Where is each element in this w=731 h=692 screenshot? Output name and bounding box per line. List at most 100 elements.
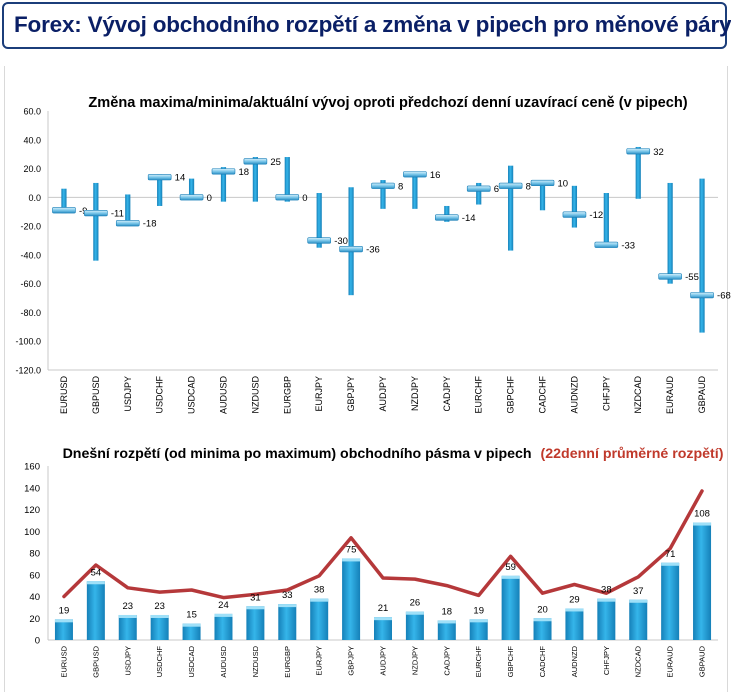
y-tick-label: 140: [24, 483, 40, 494]
y-tick-label: 0: [35, 636, 40, 647]
bar: [86, 581, 105, 640]
y-tick-label: 20: [29, 614, 40, 625]
y-tick-label: 100: [24, 527, 40, 538]
current-marker: [371, 182, 395, 189]
bar: [597, 598, 616, 640]
bar: [182, 623, 201, 640]
x-tick-label: USDJPY: [123, 376, 133, 412]
value-label: -18: [143, 219, 157, 230]
x-tick-label: NZDCAD: [634, 645, 643, 677]
bar-top-highlight: [246, 606, 265, 610]
chart-panel: [4, 66, 728, 692]
x-tick-label: USDCAD: [187, 376, 197, 415]
y-tick-label: 20.0: [23, 164, 41, 174]
current-marker: [84, 210, 108, 217]
current-marker: [690, 292, 714, 299]
x-tick-label: GBPAUD: [697, 376, 707, 414]
bar: [246, 606, 265, 640]
value-label: 26: [410, 598, 421, 609]
range-bar: [188, 178, 195, 199]
x-tick-label: CHFJPY: [602, 646, 611, 675]
value-label: 37: [633, 586, 644, 597]
x-tick-label: EURGBP: [282, 376, 292, 414]
value-label: 8: [398, 181, 403, 192]
y-tick-label: -60.0: [20, 279, 41, 289]
value-label: 21: [378, 603, 389, 614]
title-box: Forex: Vývoj obchodního rozpětí a změna …: [2, 2, 731, 49]
x-tick-label: AUDUSD: [218, 376, 228, 415]
current-marker: [339, 246, 363, 253]
current-marker: [52, 207, 76, 214]
bar-chart-title-line: Dnešní rozpětí (od minima po maximum) ob…: [63, 446, 724, 462]
value-label: 108: [694, 509, 710, 520]
y-tick-label: -20.0: [20, 222, 41, 232]
bar: [565, 608, 584, 640]
bar-top-highlight: [661, 562, 680, 566]
current-marker: [307, 237, 331, 244]
current-marker: [179, 194, 204, 201]
value-label: -14: [462, 213, 476, 224]
x-tick-label: USDCHF: [155, 375, 165, 413]
range-bar: [157, 174, 163, 206]
y-tick-label: -80.0: [20, 308, 41, 318]
average-range-line: [62, 489, 704, 600]
x-tick-label: EURCHF: [474, 375, 484, 413]
x-tick-label: EURUSD: [59, 376, 69, 415]
current-marker: [466, 185, 491, 192]
x-tick-label: AUDUSD: [219, 645, 228, 677]
bar: [501, 575, 520, 640]
x-tick-label: NZDUSD: [250, 376, 260, 414]
x-tick-label: AUDNZD: [570, 645, 579, 677]
current-marker: [658, 273, 682, 280]
value-label: -12: [589, 210, 603, 221]
x-tick-label: USDCAD: [187, 645, 196, 677]
value-label: 8: [526, 181, 531, 192]
x-tick-label: GBPAUD: [698, 645, 707, 677]
range-bar: [476, 182, 482, 205]
value-label: 32: [653, 147, 664, 158]
bar: [118, 614, 137, 640]
bar: [214, 613, 233, 640]
range-bar: [252, 157, 258, 202]
value-label: 59: [505, 562, 516, 573]
range-bar: [284, 157, 290, 202]
value-label: -11: [111, 209, 124, 220]
x-tick-label: AUDJPY: [378, 376, 388, 412]
value-label: 0: [302, 193, 307, 204]
value-label: -68: [717, 291, 731, 302]
current-marker: [562, 211, 587, 218]
x-tick-label: CADJPY: [442, 376, 452, 412]
x-tick-label: NZDJPY: [410, 646, 419, 675]
x-tick-label: NZDUSD: [251, 645, 260, 677]
bar-top-highlight: [597, 598, 616, 602]
value-label: 10: [558, 178, 569, 189]
range-bar: [316, 193, 322, 248]
bar: [469, 619, 488, 640]
current-marker: [403, 171, 427, 178]
value-label: 33: [282, 590, 293, 601]
value-label: -30: [334, 236, 348, 247]
x-tick-label: GBPUSD: [91, 645, 100, 677]
value-label: 54: [91, 567, 102, 578]
bar-chart-title: Dnešní rozpětí (od minima po maximum) ob…: [63, 446, 532, 462]
bar: [437, 620, 456, 640]
y-tick-label: -100.0: [15, 337, 41, 347]
y-tick-label: 160: [24, 462, 40, 473]
range-bar: [635, 146, 641, 199]
value-label: 23: [122, 601, 133, 612]
y-tick-label: -40.0: [20, 250, 41, 260]
bar: [374, 617, 392, 640]
x-tick-label: GBPJPY: [347, 646, 356, 676]
current-marker: [115, 220, 140, 227]
bar-chart-title-highlight: (22denní průměrné rozpětí): [541, 446, 724, 462]
bar-top-highlight: [501, 575, 520, 579]
x-tick-label: EURCHF: [474, 646, 483, 678]
bar-top-highlight: [118, 614, 137, 618]
bar: [693, 522, 712, 640]
x-tick-label: NZDJPY: [410, 376, 420, 411]
y-tick-label: 40: [29, 592, 40, 603]
value-label: 24: [218, 600, 229, 611]
bar-top-highlight: [54, 619, 73, 623]
x-tick-label: NZDCAD: [633, 376, 643, 414]
